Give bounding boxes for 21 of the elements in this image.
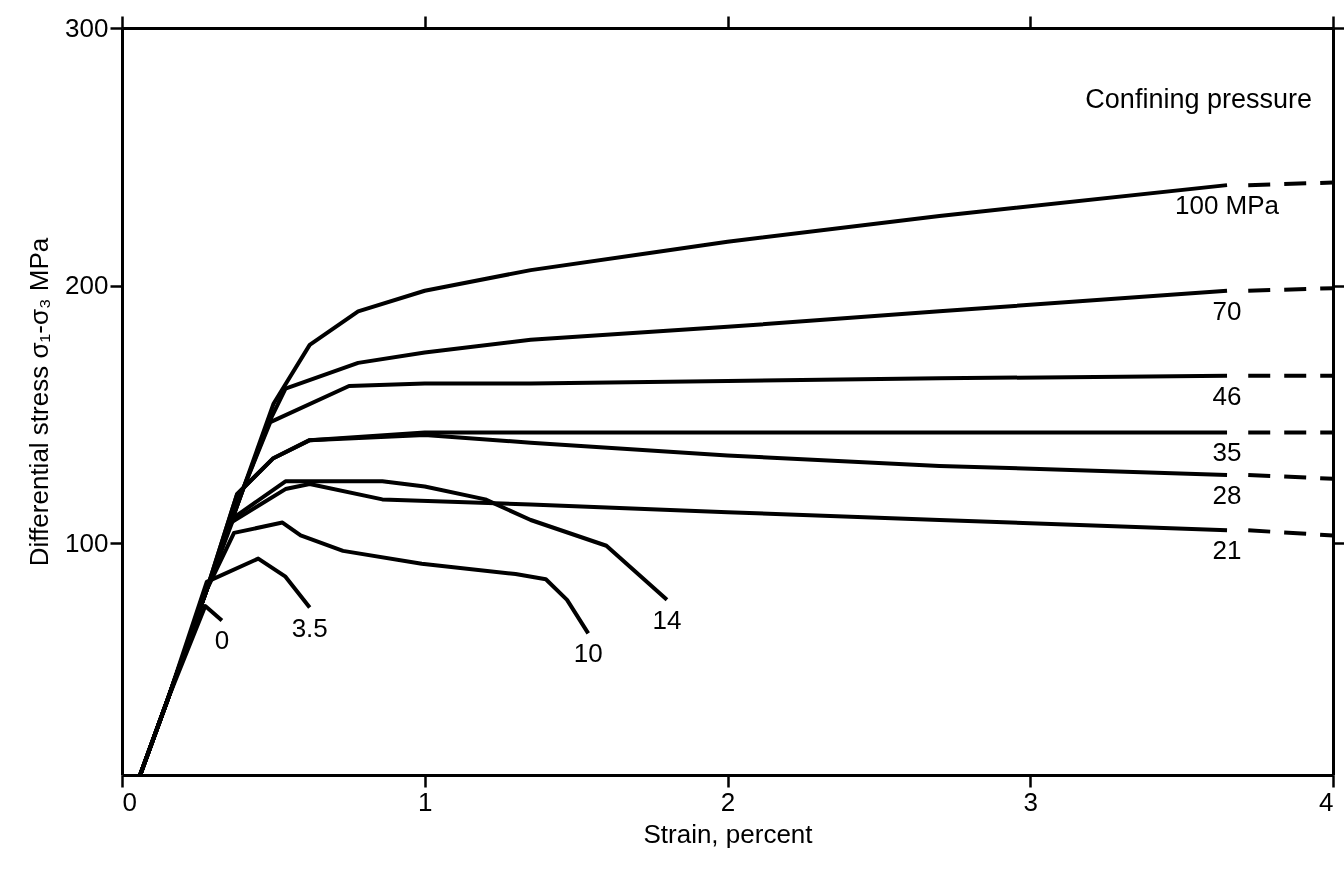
series-label: 21 — [1212, 535, 1242, 566]
series-label: 100 MPa — [1175, 190, 1280, 221]
series-label: 70 — [1212, 295, 1242, 326]
series-label: 46 — [1212, 380, 1242, 411]
x-tick-label: 2 — [720, 786, 736, 817]
y-axis-title: Differential stress σ₁-σ₃ MPa — [24, 237, 55, 567]
y-tick-label: 100 — [65, 527, 109, 558]
series-label: 14 — [652, 604, 682, 635]
series-label: 0 — [214, 625, 230, 656]
series-label: 35 — [1212, 437, 1242, 468]
legend-title: Confining pressure — [1085, 84, 1312, 114]
y-tick-label: 200 — [65, 270, 109, 301]
x-tick-label: 4 — [1319, 786, 1334, 817]
x-axis-title: Strain, percent — [643, 818, 814, 849]
x-tick-label: 0 — [122, 786, 137, 817]
series-label: 28 — [1212, 479, 1242, 510]
series-label: 3.5 — [291, 612, 328, 643]
x-tick-label: 1 — [418, 786, 433, 817]
x-tick-label: 3 — [1023, 786, 1038, 817]
y-tick-label: 300 — [65, 12, 109, 43]
series-label: 10 — [573, 638, 603, 669]
